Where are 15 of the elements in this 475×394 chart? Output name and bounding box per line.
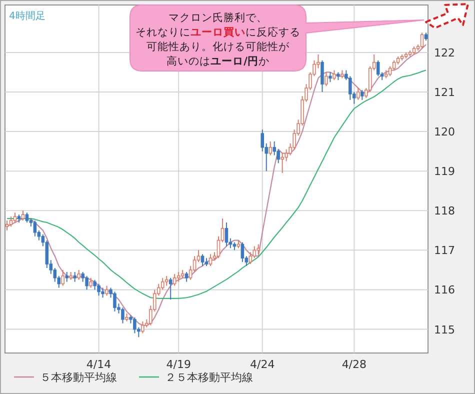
x-tick-label: 4/14	[86, 358, 112, 371]
x-tick-label: 4/19	[166, 358, 191, 371]
y-tick-label: 120	[434, 126, 455, 139]
y-tick-label: 116	[434, 284, 455, 297]
y-tick-label: 122	[434, 46, 455, 60]
legend-label: ５本移動平均線	[40, 371, 117, 384]
text: 4時間足	[9, 10, 46, 22]
x-tick-label: 4/28	[342, 358, 367, 371]
y-tick-label: 121	[434, 86, 455, 99]
y-tick-label: 118	[434, 204, 455, 218]
legend-label: ２５本移動平均線	[165, 371, 253, 384]
y-tick-label: 115	[434, 323, 455, 336]
x-tick-label: 4/24	[250, 358, 275, 371]
y-tick-label: 117	[434, 244, 455, 258]
y-tick-label: 119	[434, 165, 455, 178]
